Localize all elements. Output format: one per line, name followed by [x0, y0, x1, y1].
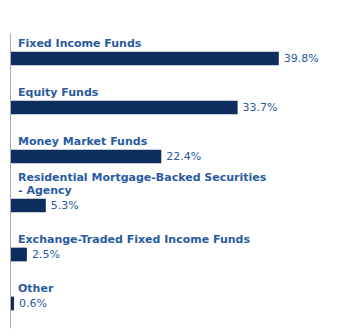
svg-text:5.3%: 5.3% — [51, 199, 79, 212]
svg-text:Money Market Funds: Money Market Funds — [18, 135, 148, 148]
svg-text:39.8%: 39.8% — [284, 52, 319, 65]
svg-text:33.7%: 33.7% — [243, 101, 278, 114]
svg-text:2.5%: 2.5% — [32, 248, 60, 261]
svg-text:Equity Funds: Equity Funds — [18, 86, 99, 99]
svg-text:Exchange-Traded Fixed Income F: Exchange-Traded Fixed Income Funds — [18, 233, 250, 246]
svg-text:- Agency: - Agency — [18, 184, 72, 197]
svg-text:0.6%: 0.6% — [19, 297, 47, 310]
svg-text:22.4%: 22.4% — [166, 150, 201, 163]
svg-text:Residential Mortgage-Backed Se: Residential Mortgage-Backed Securities — [18, 171, 267, 184]
svg-text:Other: Other — [18, 282, 54, 295]
svg-text:Fixed Income Funds: Fixed Income Funds — [18, 37, 142, 50]
